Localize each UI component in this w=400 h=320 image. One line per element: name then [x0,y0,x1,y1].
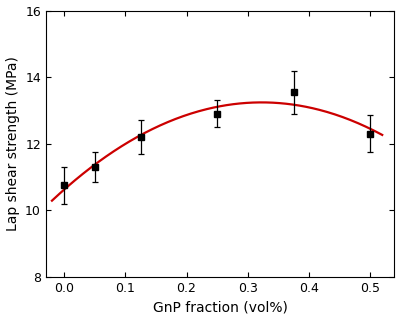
X-axis label: GnP fraction (vol%): GnP fraction (vol%) [153,300,288,315]
Y-axis label: Lap shear strength (MPa): Lap shear strength (MPa) [6,56,20,231]
